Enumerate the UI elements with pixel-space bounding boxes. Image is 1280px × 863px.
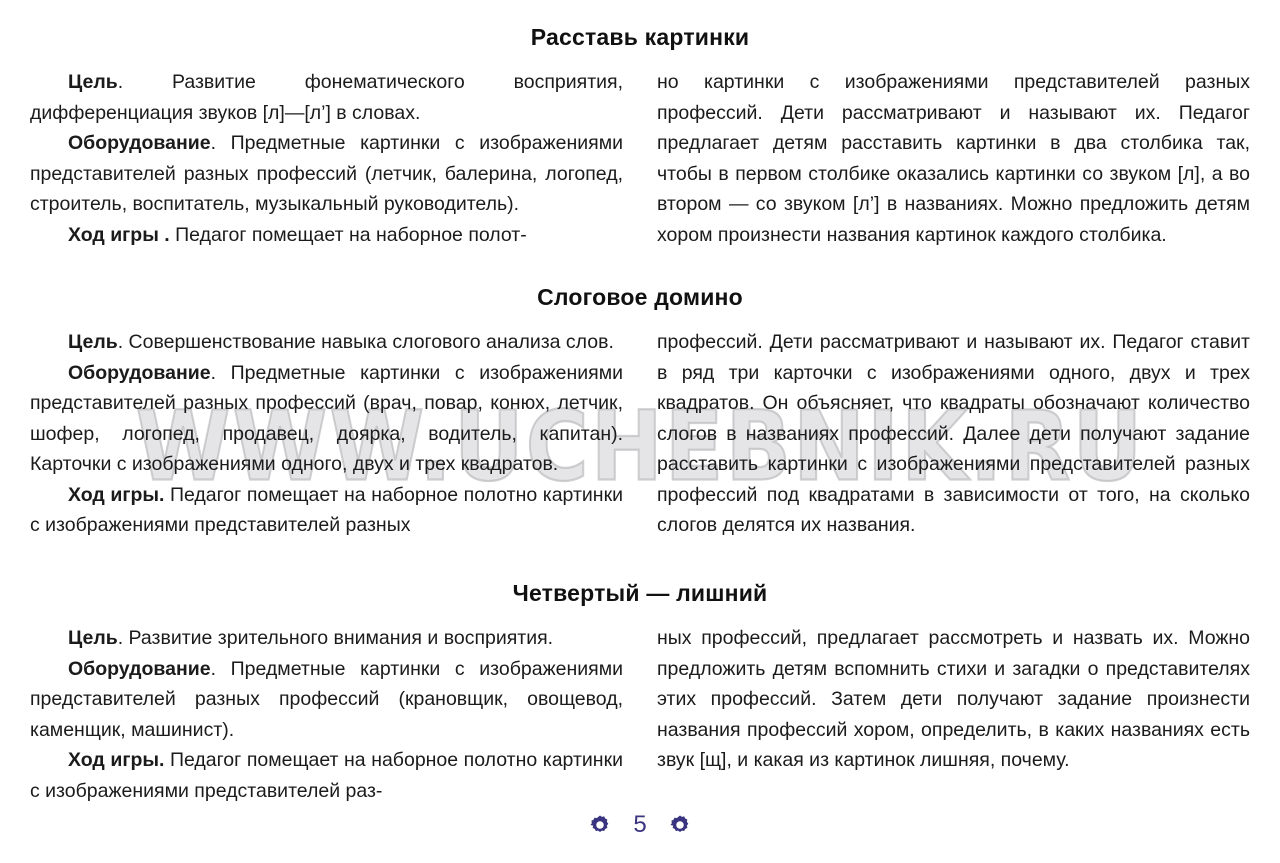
section-rasstav-kartinki: Расставь картинки Цель. Развитие фонемат… — [30, 24, 1250, 250]
paragraph-lead: Цель — [68, 71, 118, 93]
column-right: но картинки с изображениями представител… — [657, 67, 1250, 250]
paragraph-lead: Цель — [68, 627, 118, 649]
section-columns: Цель. Развитие зрительного внимания и во… — [30, 623, 1250, 806]
paragraph-text: . Предметные картинки с изображениями пр… — [30, 132, 623, 215]
page-footer: 5 — [0, 805, 1280, 845]
paragraph-text: ных профессий, предлагает рассмотреть и … — [657, 627, 1250, 771]
paragraph-procedure: Ход игры . Педагог помещает на наборное … — [30, 220, 623, 251]
section-columns: Цель. Совершенствование навыка слогового… — [30, 327, 1250, 541]
paragraph-continuation: но картинки с изображениями представител… — [657, 67, 1250, 250]
paragraph-text: но картинки с изображениями представител… — [657, 71, 1250, 246]
section-columns: Цель. Развитие фонематического восприяти… — [30, 67, 1250, 250]
column-left: Цель. Развитие зрительного внимания и во… — [30, 623, 623, 806]
paragraph-lead: Ход игры. — [68, 483, 165, 506]
column-left: Цель. Развитие фонематического восприяти… — [30, 67, 623, 250]
section-title: Расставь картинки — [530, 24, 750, 50]
paragraph-equipment: Оборудование. Предметные картинки с изоб… — [30, 128, 623, 220]
section-slogovoe-domino: Слоговое домино Цель. Совершенствование … — [30, 284, 1250, 541]
paragraph-text: Педагог помещает на наборное полот- — [169, 223, 527, 246]
paragraph-procedure: Ход игры. Педагог помещает на наборное п… — [30, 480, 623, 541]
paragraph-goal: Цель. Развитие фонематического восприяти… — [30, 67, 623, 128]
paragraph-text: . Развитие фонематического восприятия, д… — [30, 71, 623, 124]
paragraph-lead: Оборудование — [68, 657, 211, 680]
paragraph-continuation: профессий. Дети рассматривают и называют… — [657, 327, 1250, 541]
paragraph-procedure: Ход игры. Педагог помещает на наборное п… — [30, 745, 623, 806]
column-right: ных профессий, предлагает рассмотреть и … — [657, 623, 1250, 806]
gear-icon — [589, 814, 611, 836]
section-title: Четвертый — лишний — [512, 580, 768, 606]
paragraph-text: . Предметные картинки с изображениями пр… — [30, 361, 623, 476]
paragraph-lead: Оборудование — [68, 132, 211, 154]
paragraph-text: Педагог помещает на наборное полотно кар… — [30, 483, 623, 537]
paragraph-lead: Ход игры . — [68, 223, 170, 246]
page-number: 5 — [633, 811, 647, 838]
paragraph-lead: Оборудование — [68, 361, 211, 384]
paragraph-text: . Развитие зрительного внимания и воспри… — [117, 627, 554, 649]
paragraph-goal: Цель. Совершенствование навыка слогового… — [30, 327, 623, 358]
column-right: профессий. Дети рассматривают и называют… — [657, 327, 1250, 541]
paragraph-lead: Цель — [68, 331, 118, 353]
paragraph-text: Педагог помещает на наборное полотно кар… — [30, 749, 623, 802]
gear-icon — [669, 814, 691, 836]
paragraph-goal: Цель. Развитие зрительного внимания и во… — [30, 623, 623, 654]
paragraph-equipment: Оборудование. Предметные картинки с изоб… — [30, 654, 623, 746]
paragraph-text: . Совершенствование навыка слогового ана… — [117, 331, 614, 353]
paragraph-text: профессий. Дети рассматривают и называют… — [657, 331, 1250, 536]
column-left: Цель. Совершенствование навыка слогового… — [30, 327, 623, 541]
section-chetvertyy-lishniy: Четвертый — лишний Цель. Развитие зрител… — [30, 580, 1250, 806]
section-title: Слоговое домино — [537, 284, 743, 310]
paragraph-equipment: Оборудование. Предметные картинки с изоб… — [30, 358, 623, 480]
paragraph-text: . Предметные картинки с изображениями пр… — [30, 657, 623, 741]
paragraph-continuation: ных профессий, предлагает рассмотреть и … — [657, 623, 1250, 776]
paragraph-lead: Ход игры. — [68, 749, 165, 771]
